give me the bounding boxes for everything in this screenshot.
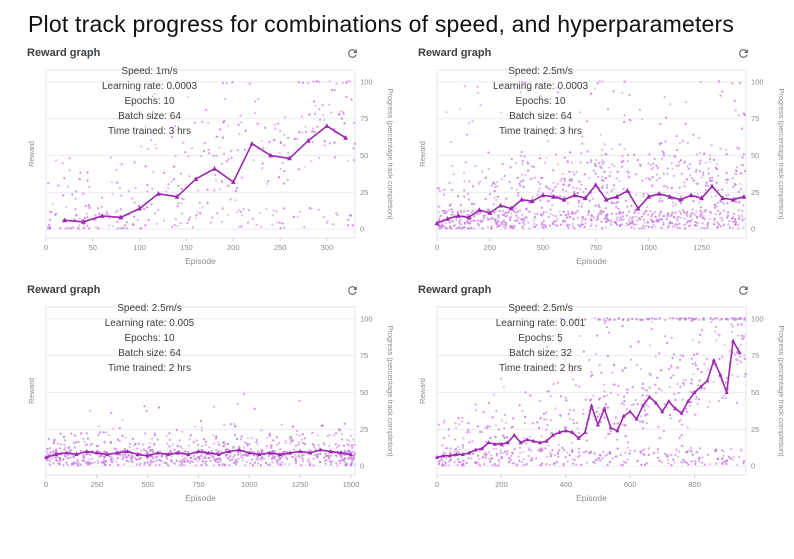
svg-text:Episode: Episode xyxy=(576,256,607,266)
reward-graph-panel-4: Reward graph 0 25 50 75 100 Progress (percent… xyxy=(415,281,786,510)
svg-text:Episode: Episode xyxy=(576,493,607,503)
panel-title: Reward graph xyxy=(418,284,492,296)
svg-text:500: 500 xyxy=(141,480,154,489)
svg-text:500: 500 xyxy=(537,243,550,252)
svg-text:Episode: Episode xyxy=(185,493,216,503)
panel-header: Reward graph xyxy=(24,281,393,299)
svg-text:50: 50 xyxy=(751,388,759,397)
svg-text:750: 750 xyxy=(192,480,205,489)
svg-text:0: 0 xyxy=(360,225,364,234)
svg-text:Progress (percentage track com: Progress (percentage track completion) xyxy=(386,325,393,457)
refresh-icon xyxy=(348,48,357,58)
reward-progress-chart: 0 25 50 75 100 Progress (percentage track com… xyxy=(27,69,395,266)
refresh-button[interactable] xyxy=(737,47,750,60)
svg-text:Progress (percentage track com: Progress (percentage track completion) xyxy=(777,88,784,220)
chart-area: 0 25 50 75 100 Progress (percentage track com… xyxy=(24,62,395,273)
panel-header: Reward graph xyxy=(415,44,784,62)
svg-text:800: 800 xyxy=(688,480,701,489)
panel-title: Reward graph xyxy=(27,47,101,59)
svg-text:Episode: Episode xyxy=(185,256,216,266)
svg-text:300: 300 xyxy=(321,243,334,252)
refresh-button[interactable] xyxy=(737,284,750,297)
svg-text:Reward: Reward xyxy=(418,378,427,404)
chart-area: 0 25 50 75 100 Progress (percentage track com… xyxy=(24,299,395,510)
panel-title: Reward graph xyxy=(418,47,492,59)
svg-text:1000: 1000 xyxy=(640,243,657,252)
svg-text:100: 100 xyxy=(360,314,373,323)
svg-text:750: 750 xyxy=(589,243,602,252)
svg-text:400: 400 xyxy=(559,480,572,489)
svg-text:0: 0 xyxy=(360,462,364,471)
svg-text:75: 75 xyxy=(751,114,759,123)
svg-text:Progress (percentage track com: Progress (percentage track completion) xyxy=(386,88,393,220)
svg-text:25: 25 xyxy=(360,425,368,434)
reward-graph-panel-2: Reward graph 0 25 50 75 100 Progress (percent… xyxy=(415,44,786,273)
svg-text:100: 100 xyxy=(133,243,146,252)
svg-text:250: 250 xyxy=(91,480,104,489)
svg-text:0: 0 xyxy=(435,243,439,252)
svg-text:200: 200 xyxy=(227,243,240,252)
svg-text:100: 100 xyxy=(751,77,764,86)
svg-text:1250: 1250 xyxy=(292,480,309,489)
svg-text:1000: 1000 xyxy=(241,480,258,489)
svg-text:75: 75 xyxy=(360,114,368,123)
svg-text:0: 0 xyxy=(44,243,48,252)
charts-grid: Reward graph 0 25 50 75 100 Progress (percent… xyxy=(0,40,794,510)
svg-text:0: 0 xyxy=(435,480,439,489)
chart-area: 0 25 50 75 100 Progress (percentage track com… xyxy=(415,299,786,510)
svg-text:25: 25 xyxy=(751,188,759,197)
svg-text:0: 0 xyxy=(44,480,48,489)
svg-text:100: 100 xyxy=(751,314,764,323)
svg-text:1250: 1250 xyxy=(693,243,710,252)
reward-progress-chart: 0 25 50 75 100 Progress (percentage track com… xyxy=(418,306,786,503)
svg-text:0: 0 xyxy=(751,225,755,234)
refresh-icon xyxy=(348,285,357,295)
svg-text:50: 50 xyxy=(751,151,759,160)
reward-graph-panel-1: Reward graph 0 25 50 75 100 Progress (percent… xyxy=(24,44,395,273)
svg-text:Reward: Reward xyxy=(27,141,36,167)
refresh-button[interactable] xyxy=(346,284,359,297)
refresh-icon xyxy=(739,285,748,295)
svg-text:0: 0 xyxy=(751,462,755,471)
panel-header: Reward graph xyxy=(415,281,784,299)
svg-text:75: 75 xyxy=(360,351,368,360)
svg-text:Reward: Reward xyxy=(27,378,36,404)
page-title: Plot track progress for combinations of … xyxy=(28,11,735,37)
svg-text:Reward: Reward xyxy=(418,141,427,167)
reward-graph-panel-3: Reward graph 0 25 50 75 100 Progress (percent… xyxy=(24,281,395,510)
svg-text:250: 250 xyxy=(484,243,497,252)
svg-text:50: 50 xyxy=(89,243,97,252)
panel-title: Reward graph xyxy=(27,284,101,296)
svg-text:150: 150 xyxy=(180,243,193,252)
svg-text:250: 250 xyxy=(274,243,287,252)
chart-area: 0 25 50 75 100 Progress (percentage track com… xyxy=(415,62,786,273)
svg-text:50: 50 xyxy=(360,151,368,160)
svg-text:Progress (percentage track com: Progress (percentage track completion) xyxy=(777,325,784,457)
svg-text:75: 75 xyxy=(751,351,759,360)
svg-text:25: 25 xyxy=(751,425,759,434)
svg-text:50: 50 xyxy=(360,388,368,397)
panel-header: Reward graph xyxy=(24,44,393,62)
refresh-icon xyxy=(739,48,748,58)
svg-text:1500: 1500 xyxy=(343,480,360,489)
svg-text:25: 25 xyxy=(360,188,368,197)
svg-text:600: 600 xyxy=(624,480,637,489)
svg-text:200: 200 xyxy=(495,480,508,489)
reward-progress-chart: 0 25 50 75 100 Progress (percentage track com… xyxy=(418,69,786,266)
reward-progress-chart: 0 25 50 75 100 Progress (percentage track com… xyxy=(27,306,395,503)
svg-text:100: 100 xyxy=(360,77,373,86)
refresh-button[interactable] xyxy=(346,47,359,60)
